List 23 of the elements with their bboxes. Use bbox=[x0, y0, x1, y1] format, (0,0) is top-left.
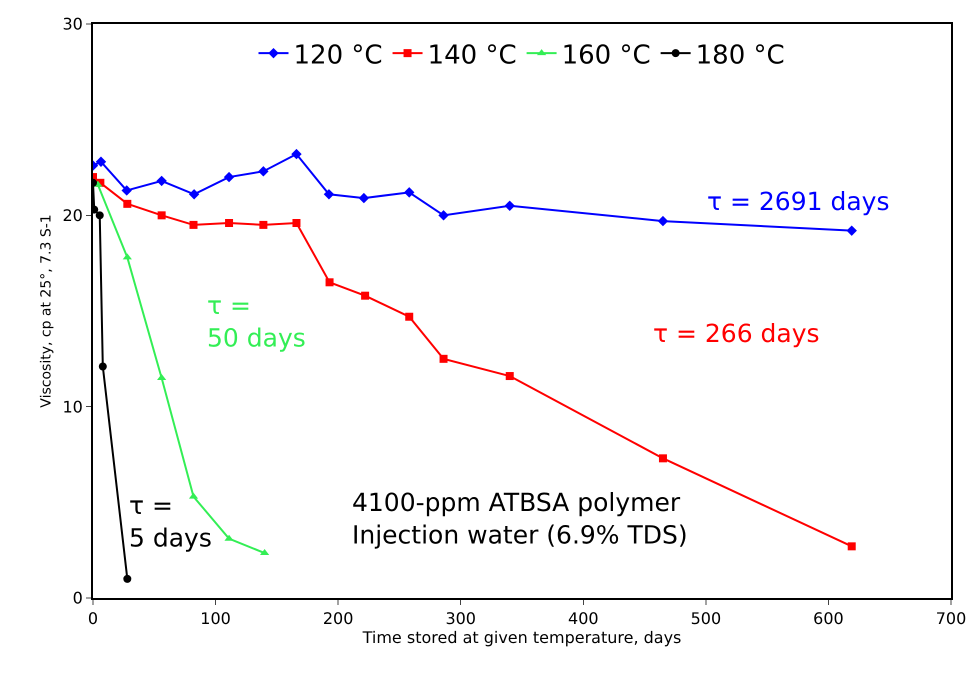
x-tick-label: 600 bbox=[813, 609, 844, 628]
annotation: τ = 5 days bbox=[129, 491, 212, 552]
x-tick-label: 700 bbox=[936, 609, 966, 628]
annotation: τ = 2691 days bbox=[707, 187, 890, 216]
x-axis-title: Time stored at given temperature, days bbox=[362, 628, 682, 648]
y-axis-title: Viscosity, cp at 25°, 7.3 S-1 bbox=[38, 214, 55, 408]
x-tick-label: 0 bbox=[88, 609, 98, 628]
annotation: 4100-ppm ATBSA polymer Injection water (6.9% TDS) bbox=[352, 488, 688, 550]
legend-label: 180 °C bbox=[696, 40, 785, 70]
y-tick-label: 0 bbox=[72, 588, 83, 608]
x-tick-label: 300 bbox=[445, 609, 476, 628]
y-tick-label: 20 bbox=[62, 206, 83, 225]
legend-label: 140 °C bbox=[428, 40, 517, 70]
x-tick-label: 400 bbox=[568, 609, 599, 628]
annotation: τ = 266 days bbox=[653, 319, 820, 348]
legend-label: 120 °C bbox=[294, 40, 383, 70]
x-tick-label: 100 bbox=[200, 609, 231, 628]
y-tick-label: 10 bbox=[62, 397, 83, 416]
y-tick-label: 30 bbox=[62, 14, 83, 34]
x-tick-label: 200 bbox=[322, 609, 354, 628]
annotation: τ = 50 days bbox=[207, 291, 306, 352]
x-tick-label: 500 bbox=[690, 609, 722, 628]
legend-label: 160 °C bbox=[562, 40, 651, 70]
